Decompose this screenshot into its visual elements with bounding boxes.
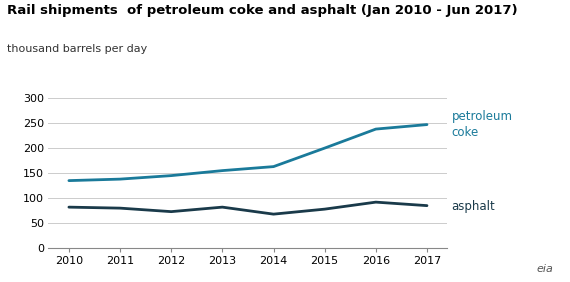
Text: asphalt: asphalt <box>451 200 495 213</box>
Text: Rail shipments  of petroleum coke and asphalt (Jan 2010 - Jun 2017): Rail shipments of petroleum coke and asp… <box>7 4 518 17</box>
Text: petroleum
coke: petroleum coke <box>451 110 512 139</box>
Text: thousand barrels per day: thousand barrels per day <box>7 44 148 54</box>
Text: eia: eia <box>536 264 553 274</box>
